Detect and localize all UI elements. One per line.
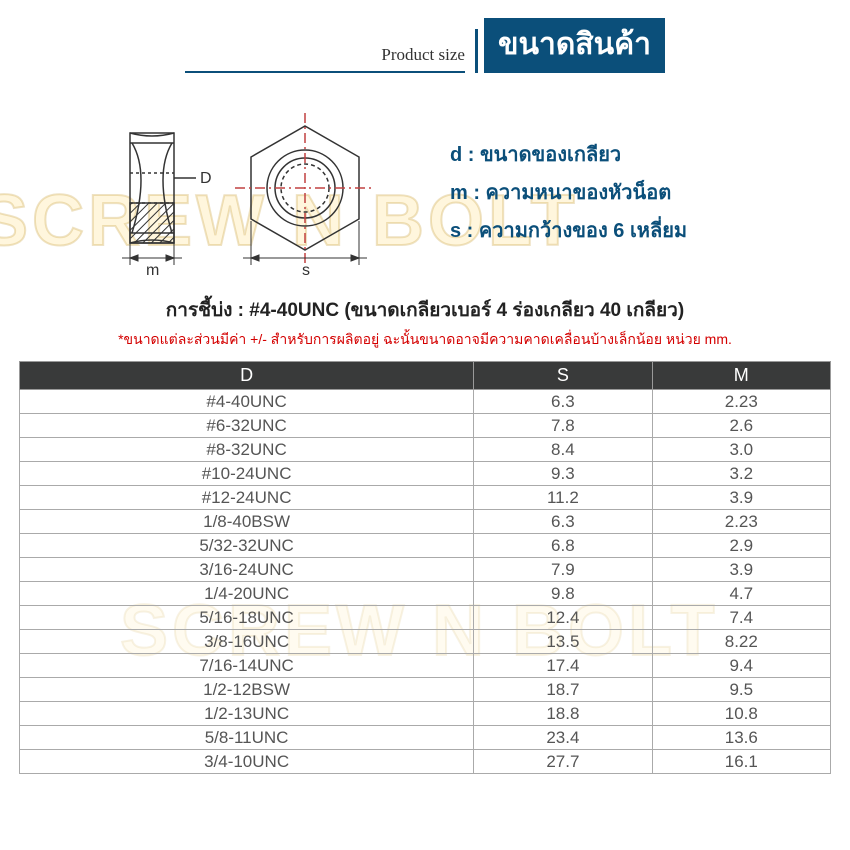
table-row: 3/16-24UNC7.93.9	[20, 558, 831, 582]
table-cell: 10.8	[652, 702, 830, 726]
table-cell: 6.3	[474, 510, 652, 534]
legend-m: m : ความหนาของหัวน็อต	[450, 174, 687, 212]
table-cell: 5/32-32UNC	[20, 534, 474, 558]
col-header-M: M	[652, 362, 830, 390]
table-cell: 18.8	[474, 702, 652, 726]
label-s: s	[302, 262, 310, 279]
table-cell: 3.9	[652, 558, 830, 582]
table-cell: #6-32UNC	[20, 414, 474, 438]
col-header-D: D	[20, 362, 474, 390]
table-cell: 1/8-40BSW	[20, 510, 474, 534]
table-cell: 3.9	[652, 486, 830, 510]
table-cell: 6.8	[474, 534, 652, 558]
table-cell: 2.6	[652, 414, 830, 438]
table-row: 1/2-13UNC18.810.8	[20, 702, 831, 726]
table-cell: 7.8	[474, 414, 652, 438]
table-cell: 9.3	[474, 462, 652, 486]
table-cell: 3.0	[652, 438, 830, 462]
legend: d : ขนาดของเกลียว m : ความหนาของหัวน็อต …	[450, 136, 687, 250]
table-row: 5/32-32UNC6.82.9	[20, 534, 831, 558]
table-cell: 9.8	[474, 582, 652, 606]
table-cell: #10-24UNC	[20, 462, 474, 486]
table-row: 1/8-40BSW6.32.23	[20, 510, 831, 534]
col-header-S: S	[474, 362, 652, 390]
table-cell: 2.23	[652, 390, 830, 414]
table-cell: 1/2-13UNC	[20, 702, 474, 726]
table-cell: 7.9	[474, 558, 652, 582]
table-cell: 18.7	[474, 678, 652, 702]
table-cell: 2.23	[652, 510, 830, 534]
table-cell: 7/16-14UNC	[20, 654, 474, 678]
table-row: #12-24UNC11.23.9	[20, 486, 831, 510]
legend-s: s : ความกว้างของ 6 เหลี่ยม	[450, 212, 687, 250]
table-cell: 13.5	[474, 630, 652, 654]
table-cell: 2.9	[652, 534, 830, 558]
table-row: 3/4-10UNC27.716.1	[20, 750, 831, 774]
table-cell: 3.2	[652, 462, 830, 486]
table-header-row: D S M	[20, 362, 831, 390]
table-cell: 6.3	[474, 390, 652, 414]
label-D: D	[200, 170, 212, 187]
table-cell: 23.4	[474, 726, 652, 750]
nut-diagram: D m s	[70, 103, 410, 283]
table-cell: #4-40UNC	[20, 390, 474, 414]
product-size-label: Product size	[185, 45, 465, 73]
legend-d: d : ขนาดของเกลียว	[450, 136, 687, 174]
table-row: #6-32UNC7.82.6	[20, 414, 831, 438]
table-cell: 8.4	[474, 438, 652, 462]
table-row: 3/8-16UNC13.58.22	[20, 630, 831, 654]
table-body: #4-40UNC6.32.23#6-32UNC7.82.6#8-32UNC8.4…	[20, 390, 831, 774]
title-th: ขนาดสินค้า	[484, 18, 665, 73]
table-cell: 8.22	[652, 630, 830, 654]
table-cell: 9.5	[652, 678, 830, 702]
table-row: 5/16-18UNC12.47.4	[20, 606, 831, 630]
table-cell: 11.2	[474, 486, 652, 510]
table-cell: 1/4-20UNC	[20, 582, 474, 606]
diagram-row: D m s d : ขนาดข	[0, 103, 850, 283]
table-cell: 7.4	[652, 606, 830, 630]
table-cell: 27.7	[474, 750, 652, 774]
label-m: m	[146, 262, 159, 279]
table-cell: #12-24UNC	[20, 486, 474, 510]
table-row: #4-40UNC6.32.23	[20, 390, 831, 414]
table-cell: 1/2-12BSW	[20, 678, 474, 702]
table-row: 1/4-20UNC9.84.7	[20, 582, 831, 606]
table-cell: 17.4	[474, 654, 652, 678]
size-table: D S M #4-40UNC6.32.23#6-32UNC7.82.6#8-32…	[19, 361, 831, 774]
table-cell: 16.1	[652, 750, 830, 774]
table-row: #10-24UNC9.33.2	[20, 462, 831, 486]
table-cell: 3/16-24UNC	[20, 558, 474, 582]
table-cell: 13.6	[652, 726, 830, 750]
table-cell: 5/8-11UNC	[20, 726, 474, 750]
table-cell: 9.4	[652, 654, 830, 678]
table-row: #8-32UNC8.43.0	[20, 438, 831, 462]
table-row: 5/8-11UNC23.413.6	[20, 726, 831, 750]
table-cell: #8-32UNC	[20, 438, 474, 462]
naming-line: การชี้บ่ง : #4-40UNC (ขนาดเกลียวเบอร์ 4 …	[0, 295, 850, 325]
table-cell: 4.7	[652, 582, 830, 606]
header: Product size ขนาดสินค้า	[0, 0, 850, 73]
table-row: 1/2-12BSW18.79.5	[20, 678, 831, 702]
table-cell: 5/16-18UNC	[20, 606, 474, 630]
table-cell: 12.4	[474, 606, 652, 630]
divider	[475, 29, 478, 73]
disclaimer: *ขนาดแต่ละส่วนมีค่า +/- สำหรับการผลิตอยู…	[0, 329, 850, 351]
table-cell: 3/4-10UNC	[20, 750, 474, 774]
table-cell: 3/8-16UNC	[20, 630, 474, 654]
table-row: 7/16-14UNC17.49.4	[20, 654, 831, 678]
